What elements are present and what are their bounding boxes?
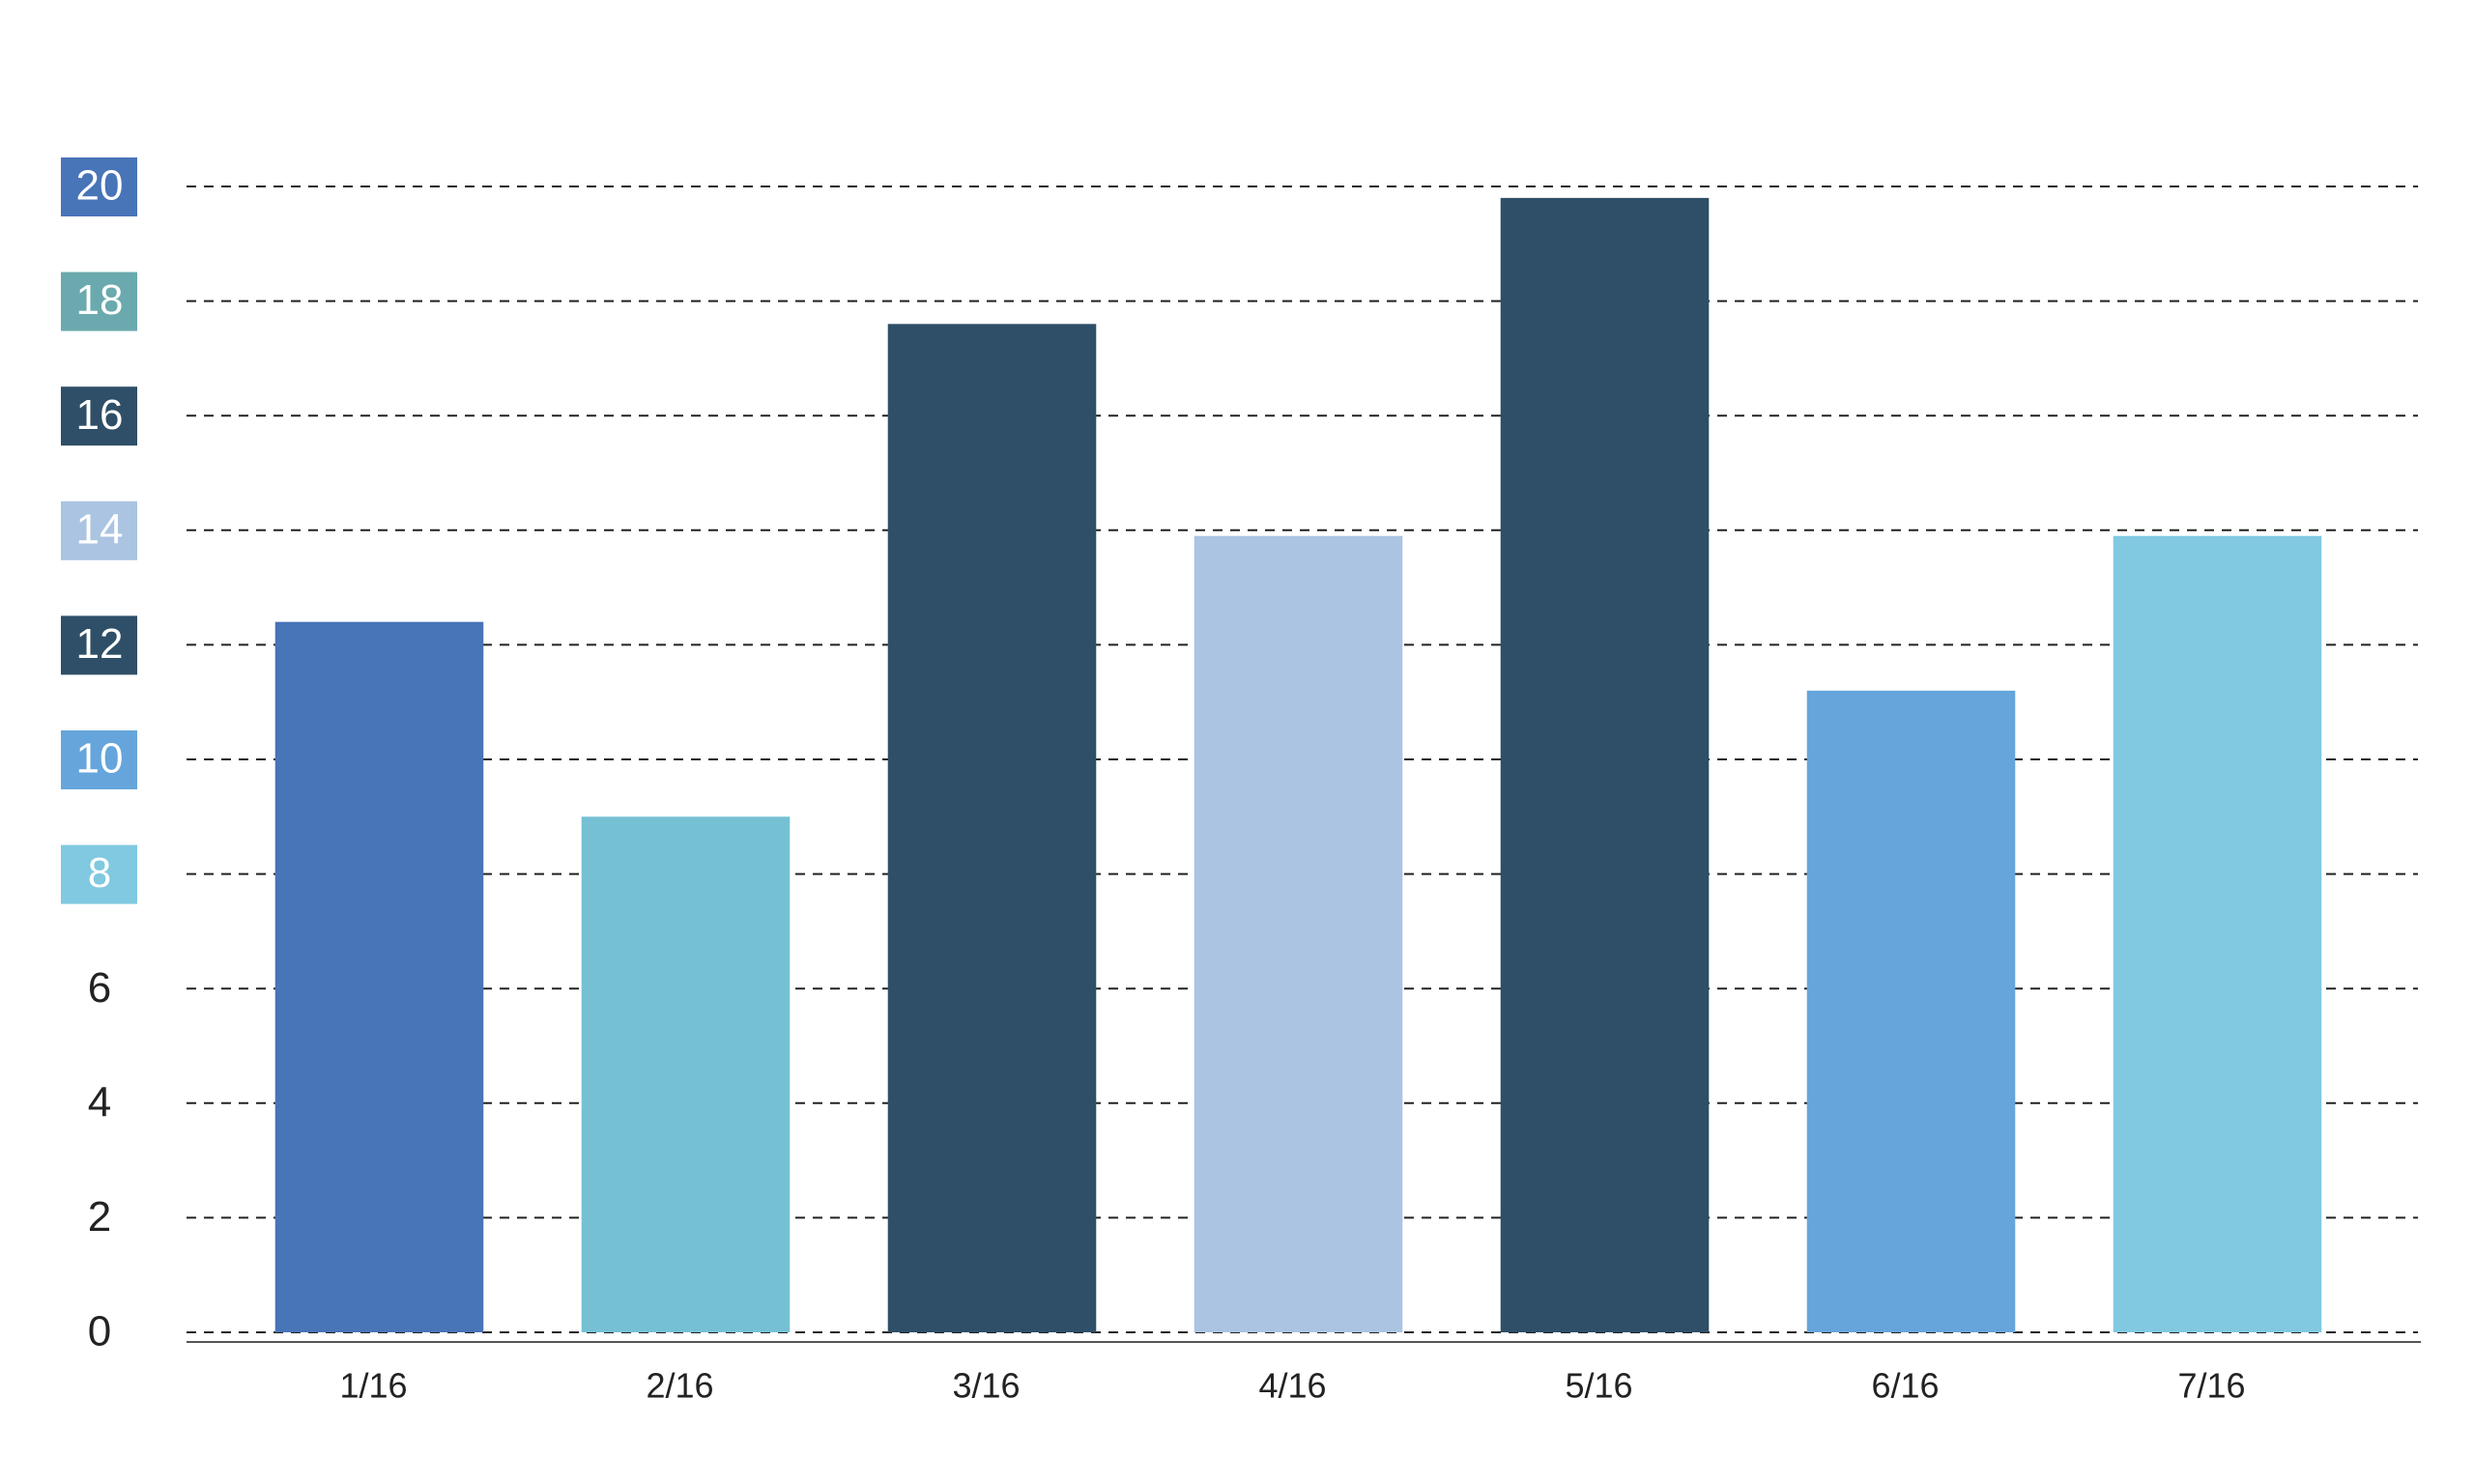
y-tick-badge (61, 386, 137, 446)
x-tick-label: 7/16 (2177, 1366, 2245, 1406)
x-tick-label: 4/16 (1258, 1366, 1326, 1406)
y-tick-label: 4 (88, 1078, 111, 1126)
y-tick-label: 0 (88, 1308, 111, 1356)
x-tick-label: 3/16 (952, 1366, 1020, 1406)
y-tick-label: 12 (76, 620, 124, 668)
bar (887, 324, 1097, 1332)
bar (1194, 535, 1403, 1332)
y-tick-badge (61, 844, 137, 904)
bar (581, 816, 791, 1332)
x-tick-label: 1/16 (339, 1366, 407, 1406)
y-tick-label: 14 (76, 505, 124, 553)
y-tick-badge (61, 271, 137, 331)
y-tick-label: 6 (88, 964, 111, 1012)
y-tick-label: 16 (76, 391, 124, 439)
y-tick-label: 18 (76, 276, 124, 324)
bar (274, 621, 484, 1332)
bar (1500, 197, 1710, 1333)
bar (1806, 690, 2016, 1332)
x-tick-label: 2/16 (646, 1366, 713, 1406)
bar (2113, 535, 2322, 1332)
y-tick-label: 2 (88, 1193, 111, 1241)
x-tick-label: 5/16 (1565, 1366, 1632, 1406)
y-tick-label: 8 (88, 849, 111, 897)
x-tick-label: 6/16 (1871, 1366, 1939, 1406)
y-tick-label: 10 (76, 735, 124, 783)
y-tick-badge (61, 500, 137, 560)
y-tick-badge (61, 730, 137, 789)
y-tick-badge (61, 157, 137, 216)
y-tick-label: 20 (76, 162, 124, 210)
y-tick-badge (61, 615, 137, 675)
